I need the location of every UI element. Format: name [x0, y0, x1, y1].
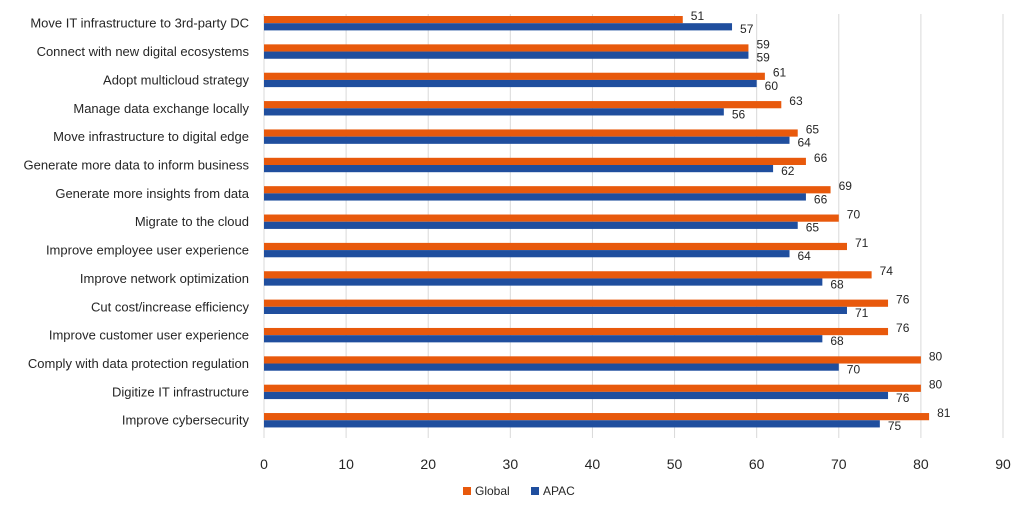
- category-label: Improve customer user experience: [49, 328, 249, 343]
- legend-label-global: Global: [475, 484, 510, 498]
- x-tick-label: 80: [913, 456, 929, 472]
- category-label: Generate more data to inform business: [24, 158, 250, 173]
- bar-apac: [264, 391, 889, 400]
- data-label-global: 61: [773, 66, 787, 80]
- legend-swatch-global: [463, 487, 471, 495]
- data-label-global: 80: [929, 378, 943, 392]
- category-label: Generate more insights from data: [55, 186, 249, 201]
- data-label-global: 69: [839, 179, 853, 193]
- bar-apac: [264, 108, 724, 116]
- category-label: Digitize IT infrastructure: [112, 384, 249, 399]
- bar-global: [264, 327, 889, 336]
- category-label: Improve employee user experience: [46, 243, 249, 258]
- bar-apac: [264, 193, 806, 201]
- data-labels: 5157595961606356656466626966706571647468…: [691, 9, 951, 433]
- data-label-apac: 64: [798, 136, 812, 150]
- bar-apac: [264, 306, 847, 314]
- bar-global: [264, 44, 749, 52]
- data-label-apac: 75: [888, 419, 902, 433]
- data-label-apac: 66: [814, 192, 828, 206]
- data-label-global: 71: [855, 236, 869, 250]
- bar-apac: [264, 420, 880, 428]
- category-labels: Move IT infrastructure to 3rd-party DC Co…: [24, 16, 250, 428]
- bar-global: [264, 214, 839, 222]
- legend-swatch-apac: [531, 487, 539, 495]
- data-label-global: 63: [789, 94, 803, 108]
- x-tick-label: 60: [749, 456, 765, 472]
- category-label: Comply with data protection regulation: [28, 356, 249, 371]
- bar-apac: [264, 278, 823, 286]
- bar-global: [264, 299, 889, 307]
- x-tick-label: 0: [260, 456, 268, 472]
- bar-global: [264, 356, 921, 364]
- bar-global: [264, 157, 806, 165]
- x-tick-label: 90: [995, 456, 1011, 472]
- bar-global: [264, 271, 872, 279]
- bar-global: [264, 72, 765, 80]
- data-label-apac: 76: [896, 391, 910, 405]
- data-label-global: 66: [814, 151, 828, 165]
- data-label-apac: 57: [740, 22, 754, 36]
- data-label-apac: 68: [830, 334, 844, 348]
- bar-global: [264, 129, 798, 137]
- bar-global: [264, 16, 683, 24]
- data-label-global: 59: [756, 37, 770, 51]
- category-label: Cut cost/increase efficiency: [91, 299, 249, 314]
- bar-apac: [264, 23, 733, 31]
- x-tick-label: 10: [338, 456, 354, 472]
- category-label: Move infrastructure to digital edge: [53, 129, 249, 144]
- x-tick-label: 40: [585, 456, 601, 472]
- x-tick-label: 20: [420, 456, 436, 472]
- data-label-apac: 71: [855, 306, 869, 320]
- data-label-global: 70: [847, 208, 861, 222]
- x-tick-label: 50: [667, 456, 683, 472]
- data-label-apac: 65: [806, 221, 820, 235]
- bar-global: [264, 186, 831, 194]
- category-label: Manage data exchange locally: [73, 101, 249, 116]
- category-label: Migrate to the cloud: [135, 214, 249, 229]
- bar-apac: [264, 335, 823, 343]
- data-label-apac: 56: [732, 107, 746, 121]
- data-label-global: 76: [896, 293, 910, 307]
- x-tick-label: 70: [831, 456, 847, 472]
- data-label-global: 65: [806, 122, 820, 136]
- category-label: Improve network optimization: [80, 271, 249, 286]
- data-label-global: 76: [896, 321, 910, 335]
- data-label-apac: 64: [798, 249, 812, 263]
- category-label: Improve cybersecurity: [122, 413, 250, 428]
- legend: Global APAC: [463, 484, 575, 498]
- category-label: Adopt multicloud strategy: [103, 72, 249, 87]
- data-label-apac: 59: [756, 51, 770, 65]
- data-label-apac: 70: [847, 363, 861, 377]
- bar-apac: [264, 79, 757, 88]
- data-label-global: 80: [929, 349, 943, 363]
- bars: [264, 16, 930, 428]
- x-tick-label: 30: [503, 456, 519, 472]
- bar-apac: [264, 221, 798, 229]
- category-label: Connect with new digital ecosystems: [37, 44, 250, 59]
- bar-apac: [264, 136, 790, 144]
- x-axis-ticks: 0 10 20 30 40 50 60 70 80 90: [260, 456, 1011, 472]
- data-label-apac: 60: [765, 79, 779, 93]
- data-label-global: 81: [937, 406, 951, 420]
- legend-label-apac: APAC: [543, 484, 575, 498]
- bar-global: [264, 242, 847, 251]
- data-label-global: 74: [880, 264, 894, 278]
- bar-global: [264, 101, 782, 109]
- bar-apac: [264, 363, 839, 371]
- category-label: Move IT infrastructure to 3rd-party DC: [30, 16, 249, 31]
- data-label-apac: 68: [830, 277, 844, 291]
- data-label-apac: 62: [781, 164, 795, 178]
- bar-apac: [264, 250, 790, 258]
- bar-apac: [264, 165, 774, 173]
- bar-apac: [264, 51, 749, 59]
- bar-global: [264, 413, 930, 421]
- data-label-global: 51: [691, 9, 705, 23]
- bar-global: [264, 384, 921, 392]
